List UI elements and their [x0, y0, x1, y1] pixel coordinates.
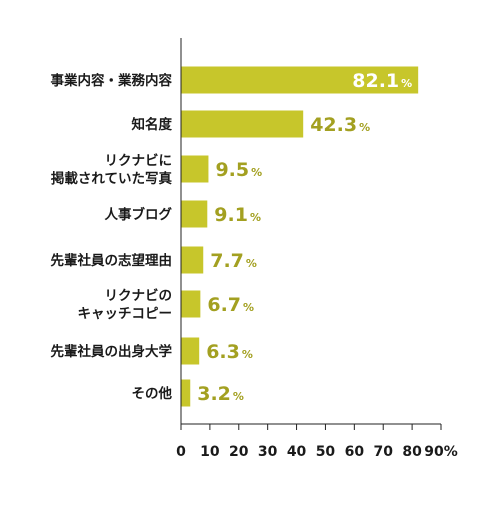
x-tick-label: 60: [345, 444, 365, 460]
value-label: 6.7%: [207, 294, 254, 316]
bar: [181, 337, 200, 365]
bar: [181, 200, 208, 228]
category-label: 人事ブログ: [105, 206, 173, 223]
bar: [181, 66, 419, 94]
x-tick-label: 30: [258, 444, 278, 460]
value-labels: 82.1 % 42.3 % 9.5 % 9.1 % 7.7 % 6.7 % 6.3 % 3.2%: [197, 70, 412, 405]
category-label: その他: [132, 385, 173, 402]
category-label: 先輩社員の出身大学: [51, 343, 173, 360]
value-label: 6.3%: [206, 341, 253, 363]
category-label: 先輩社員の志望理由: [51, 252, 173, 269]
value-label: 9.5%: [215, 159, 262, 181]
bar: [181, 246, 204, 274]
x-tick-label: 10: [200, 444, 220, 460]
value-label: 42.3%: [310, 114, 370, 136]
value-label: 3.2%: [197, 383, 244, 405]
x-axis: 0 10 20 30 40 50 60 70 80 90%: [176, 38, 458, 460]
category-labels: 事業内容・業務内容知名度リクナビに掲載されていた写真人事ブログ先輩社員の志望理由…: [51, 72, 173, 402]
bar: [181, 110, 304, 138]
category-label: 知名度: [132, 116, 173, 133]
bar: [181, 290, 201, 318]
category-label: リクナビに掲載されていた写真: [51, 153, 173, 187]
category-label: 事業内容・業務内容: [51, 72, 173, 89]
x-tick-label: 50: [316, 444, 336, 460]
x-tick-label: 90%: [424, 444, 458, 460]
bars-layer: [181, 66, 419, 407]
bar: [181, 155, 209, 183]
x-tick-label: 0: [176, 444, 186, 460]
category-label: リクナビのキャッチコピー: [78, 288, 173, 322]
value-label: 7.7%: [210, 250, 257, 272]
x-tick-label: 80: [402, 444, 422, 460]
x-tick-label: 40: [287, 444, 307, 460]
value-label: 82.1%: [352, 70, 412, 92]
value-label: 9.1%: [214, 204, 261, 226]
x-tick-label: 20: [229, 444, 249, 460]
bar: [181, 379, 191, 407]
x-tick-label: 70: [373, 444, 393, 460]
